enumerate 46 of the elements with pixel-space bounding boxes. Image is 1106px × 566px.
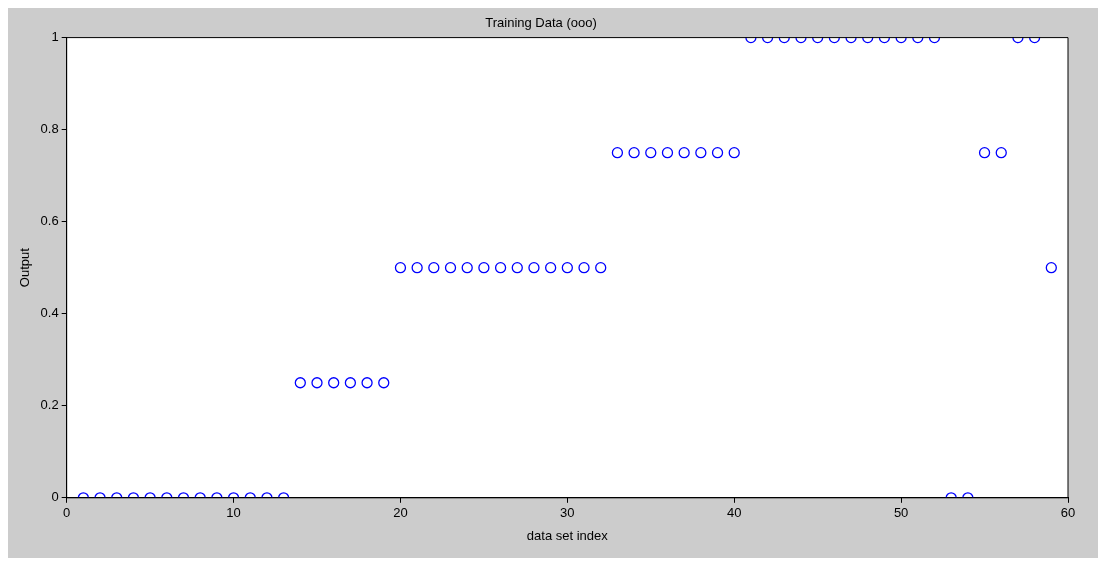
y-axis-title: Output	[17, 247, 33, 288]
point	[578, 262, 590, 274]
point	[611, 147, 624, 159]
point	[678, 147, 690, 159]
x-tick-label: 10	[226, 505, 241, 521]
point	[378, 377, 390, 389]
point	[361, 377, 373, 389]
point	[978, 147, 991, 159]
point	[995, 147, 1007, 159]
point	[628, 147, 640, 159]
point	[328, 377, 340, 389]
point	[444, 262, 457, 274]
x-tick-label: 20	[393, 505, 408, 521]
point	[595, 262, 607, 274]
y-tick-label: 0.8	[40, 121, 59, 137]
y-tick-label: 0.2	[40, 397, 59, 413]
y-tick-label: 0.4	[40, 305, 59, 321]
x-axis-title: data set index	[526, 527, 609, 543]
y-tick-label: 0.6	[40, 213, 59, 229]
point	[711, 147, 724, 159]
chart-title: Training Data (ooo)	[485, 15, 597, 31]
point	[728, 147, 740, 159]
point	[1045, 262, 1057, 274]
y-tick-label: 0	[51, 489, 59, 505]
point	[411, 262, 423, 274]
point	[695, 147, 707, 159]
point	[394, 262, 407, 274]
x-tick-label: 0	[63, 505, 71, 521]
y-tick-label: 1	[51, 29, 59, 45]
point	[511, 262, 523, 274]
point	[478, 262, 490, 274]
point	[661, 147, 674, 159]
point	[311, 377, 323, 389]
point	[561, 262, 573, 274]
point	[545, 262, 557, 274]
point	[294, 377, 306, 389]
point	[528, 262, 540, 274]
point	[461, 262, 473, 274]
point	[494, 262, 507, 274]
x-tick-label: 60	[1060, 505, 1076, 521]
point	[645, 147, 657, 159]
x-tick-label: 30	[560, 505, 575, 521]
x-tick-label: 50	[893, 505, 909, 521]
point	[428, 262, 440, 274]
x-tick-label: 40	[726, 505, 742, 521]
point	[344, 377, 357, 389]
